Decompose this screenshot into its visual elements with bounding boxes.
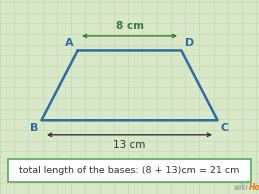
Text: 13 cm: 13 cm xyxy=(113,140,146,150)
Text: B: B xyxy=(30,123,38,133)
Text: total length of the bases: (8 + 13)cm = 21 cm: total length of the bases: (8 + 13)cm = … xyxy=(19,166,240,175)
Text: C: C xyxy=(221,123,229,133)
Text: 8 cm: 8 cm xyxy=(116,21,143,31)
Text: wiki: wiki xyxy=(234,183,249,192)
Text: A: A xyxy=(65,37,74,48)
FancyBboxPatch shape xyxy=(8,159,251,182)
Text: D: D xyxy=(185,37,195,48)
Text: How: How xyxy=(249,183,259,192)
